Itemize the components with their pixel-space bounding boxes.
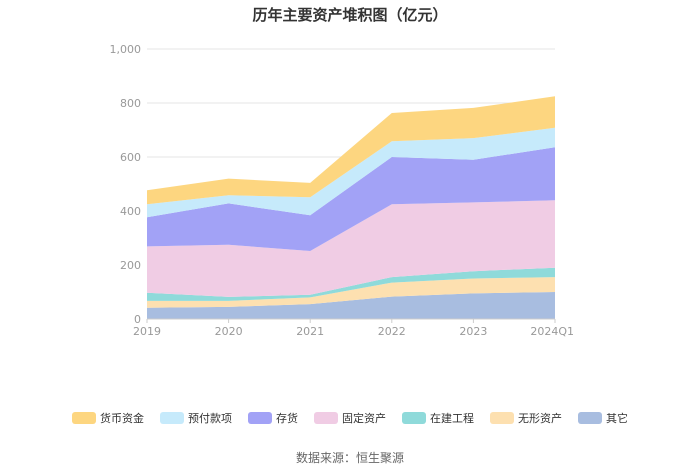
y-tick-label: 800	[120, 97, 141, 110]
x-tick-label: 2024Q1	[530, 325, 574, 338]
area-series	[147, 267, 555, 301]
legend-item[interactable]: 固定资产	[314, 410, 386, 426]
legend-item[interactable]: 其它	[578, 410, 628, 426]
y-tick-label: 400	[120, 205, 141, 218]
chart-title: 历年主要资产堆积图（亿元）	[252, 6, 448, 24]
legend-label: 固定资产	[342, 412, 386, 425]
y-tick-label: 0	[134, 313, 141, 326]
area-series	[147, 292, 555, 319]
legend-item[interactable]: 存货	[248, 410, 298, 426]
x-tick-label: 2019	[133, 325, 161, 338]
legend-label: 货币资金	[100, 412, 144, 425]
legend-swatch	[314, 412, 338, 424]
legend-label: 在建工程	[430, 412, 474, 425]
legend-label: 预付款项	[188, 412, 232, 425]
legend-label: 存货	[276, 412, 298, 425]
legend-label: 其它	[606, 412, 628, 425]
legend-swatch	[160, 412, 184, 424]
legend-swatch	[248, 412, 272, 424]
legend-item[interactable]: 货币资金	[72, 410, 144, 426]
y-tick-label: 200	[120, 259, 141, 272]
data-source-note: 数据来源：恒生聚源	[295, 451, 404, 465]
legend-swatch	[578, 412, 602, 424]
area-series	[147, 147, 555, 251]
x-tick-label: 2022	[378, 325, 406, 338]
legend-item[interactable]: 无形资产	[490, 410, 562, 426]
legend-swatch	[490, 412, 514, 424]
stacked-area-chart: 0 200 400 600 800 1,000 2019 2020 2021 2022 2023 20…	[110, 43, 575, 338]
legend-swatch	[72, 412, 96, 424]
area-series	[147, 96, 555, 205]
x-tick-label: 2023	[459, 325, 487, 338]
area-series	[147, 200, 555, 297]
area-series	[147, 277, 555, 308]
y-tick-label: 600	[120, 151, 141, 164]
legend: 货币资金 预付款项 存货 固定资产 在建工程 无形资产 其它	[0, 409, 700, 427]
y-tick-label: 1,000	[110, 43, 142, 56]
area-series	[147, 127, 555, 218]
legend-item[interactable]: 预付款项	[160, 410, 232, 426]
x-tick-label: 2020	[215, 325, 243, 338]
legend-label: 无形资产	[518, 412, 562, 425]
legend-item[interactable]: 在建工程	[402, 410, 474, 426]
x-tick-label: 2021	[296, 325, 324, 338]
legend-swatch	[402, 412, 426, 424]
